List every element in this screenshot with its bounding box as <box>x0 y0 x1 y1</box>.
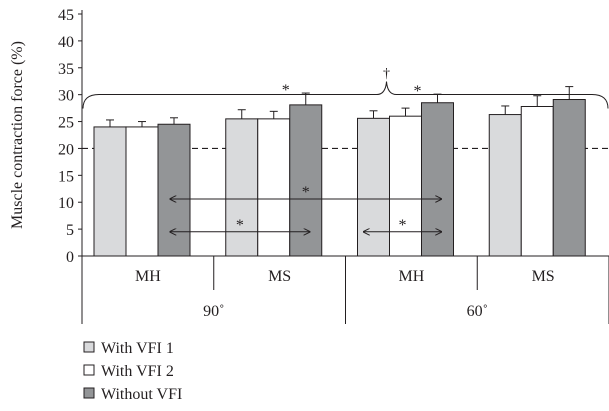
y-tick-label: 0 <box>66 249 74 266</box>
bar <box>289 104 323 257</box>
asterisk-label: * <box>399 217 407 234</box>
legend-swatch <box>83 364 95 376</box>
bar <box>357 117 390 257</box>
legend-label: Without VFI <box>101 386 182 403</box>
asterisk-label: * <box>302 184 310 201</box>
y-tick-label: 25 <box>58 115 74 132</box>
bar <box>389 115 422 257</box>
x-angle-label: 60˚ <box>467 303 488 320</box>
y-tick-label: 40 <box>58 34 74 51</box>
x-axis: MH MS MH MS 90˚ 60˚ <box>81 255 609 324</box>
asterisk-label: * <box>282 82 290 99</box>
legend: With VFI 1 With VFI 2 Without VFI <box>83 340 182 403</box>
asterisk-label: * <box>236 217 244 234</box>
bar <box>421 102 454 257</box>
bar <box>488 114 522 257</box>
overall-significance-group: † <box>82 67 609 109</box>
dagger-label: † <box>383 67 390 82</box>
x-tick-label: MS <box>532 268 555 285</box>
x-tick-label: MH <box>398 268 424 285</box>
y-tick-label: 10 <box>58 195 74 212</box>
legend-swatch <box>83 387 95 399</box>
y-tick-label: 15 <box>58 168 74 185</box>
legend-swatch <box>83 341 95 353</box>
bar <box>157 123 191 257</box>
bar <box>125 126 159 257</box>
bars-group <box>93 86 586 257</box>
bar <box>257 118 291 257</box>
legend-label: With VFI 2 <box>101 363 174 380</box>
significance-group: * * * * * <box>170 82 442 234</box>
asterisk-label: * <box>414 83 422 100</box>
y-tick-label: 5 <box>66 222 74 239</box>
bar <box>552 99 586 257</box>
y-axis: 0 5 10 15 20 25 30 35 40 45 <box>58 7 83 266</box>
y-tick-label: 35 <box>58 61 74 78</box>
x-tick-label: MH <box>135 268 161 285</box>
y-axis-label: Muscle contraction force (%) <box>9 41 26 229</box>
y-tick-label: 45 <box>58 7 74 24</box>
bar <box>93 126 127 257</box>
x-angle-label: 90˚ <box>203 303 224 320</box>
bar <box>225 118 259 257</box>
bar <box>520 105 554 257</box>
y-tick-label: 20 <box>58 141 74 158</box>
legend-label: With VFI 1 <box>101 340 174 357</box>
overall-bracket <box>82 81 609 109</box>
x-tick-label: MS <box>268 268 291 285</box>
y-tick-label: 30 <box>58 88 74 105</box>
